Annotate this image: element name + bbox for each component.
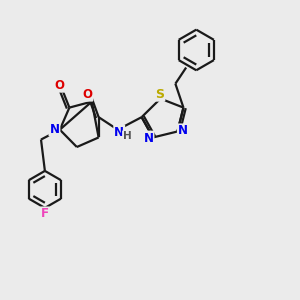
Text: N: N (114, 126, 124, 139)
Text: F: F (41, 207, 49, 220)
Text: N: N (143, 132, 154, 145)
Text: O: O (82, 88, 92, 101)
Text: N: N (50, 123, 59, 136)
Text: O: O (55, 79, 64, 92)
Text: S: S (155, 88, 164, 101)
Text: H: H (123, 131, 132, 141)
Text: N: N (178, 124, 188, 137)
